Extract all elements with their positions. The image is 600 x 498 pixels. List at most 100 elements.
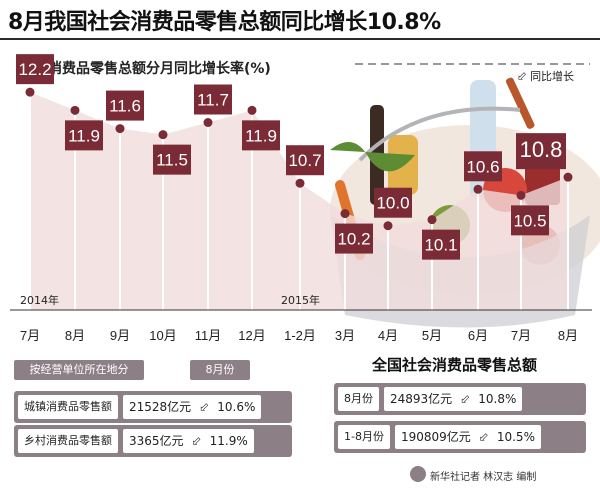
value-label-text: 10.0 (376, 194, 409, 213)
arrow-icon: ⬃ (199, 400, 210, 414)
value-labels: 12.2 11.9 11.6 11.5 11.7 11.9 10.7 10.2 10.0 10.1… (16, 54, 566, 260)
value-label-text: 10.8 (520, 137, 563, 162)
x-tick-label: 12月 (238, 328, 265, 343)
x-tick-label: 5月 (422, 328, 442, 343)
data-point (203, 118, 213, 127)
value-label-text: 10.6 (466, 157, 499, 176)
value-label: 11.9 (242, 120, 280, 151)
chart-legend: ⬃ 同比增长 (517, 68, 574, 84)
total-retail-title: 全国社会消费品零售总额 (372, 356, 538, 374)
year-label-2015: 2015年 (281, 294, 320, 307)
amount: 21528亿元 (129, 400, 192, 414)
value-label-text: 10.7 (288, 151, 321, 170)
data-point (383, 221, 393, 231)
value-label-box (106, 90, 144, 121)
data-point (473, 184, 483, 194)
value-label-text: 10.2 (337, 230, 370, 249)
value-label: 11.6 (106, 90, 144, 121)
left-panel-header: 按经营单位所在地分 (14, 360, 144, 380)
august-total-row: 8月份 24893亿元 ⬃ 10.8% (334, 383, 586, 415)
value-label: 11.5 (153, 144, 191, 175)
data-point (115, 124, 125, 134)
x-tick-label: 8月 (558, 328, 578, 343)
x-tick-label: 3月 (335, 328, 355, 343)
value-label: 10.8 (516, 133, 566, 170)
data-point (340, 209, 350, 219)
value-label-box (511, 205, 549, 236)
arrow-icon: ⬃ (191, 434, 202, 448)
row-label: 城镇消费品零售额 (18, 395, 118, 419)
drop-lines (29, 92, 569, 310)
data-point (70, 105, 80, 115)
year-label-2014: 2014年 (20, 294, 59, 307)
data-point (563, 172, 573, 182)
value-label: 11.9 (65, 120, 103, 151)
value-label: 12.2 (16, 54, 54, 85)
value-label-text: 11.9 (245, 126, 277, 145)
data-point (427, 215, 437, 225)
value-label-text: 10.5 (513, 211, 546, 230)
value-label-text: 11.5 (156, 151, 188, 170)
value-label-box (335, 223, 373, 254)
value-label-text: 11.9 (68, 126, 100, 145)
growth: 10.6% (217, 400, 256, 414)
amount: 190809亿元 (400, 430, 471, 444)
data-point (516, 190, 526, 200)
value-label-box (153, 144, 191, 175)
data-point (25, 87, 35, 97)
value-label: 10.0 (374, 187, 412, 218)
xinhua-logo (410, 466, 426, 482)
value-label-text: 11.6 (109, 97, 141, 116)
value-label-box (374, 187, 412, 218)
value-label-box (65, 120, 103, 151)
data-point (295, 178, 305, 188)
urban-retail-row: 城镇消费品零售额 21528亿元 ⬃ 10.6% (14, 391, 292, 423)
value-label-box (286, 145, 324, 176)
arrow-icon: ⬃ (478, 430, 489, 444)
jan-aug-total-row: 1-8月份 190809亿元 ⬃ 10.5% (334, 421, 586, 453)
value-label: 10.5 (511, 205, 549, 236)
row-label: 1-8月份 (338, 425, 390, 449)
value-label: 10.7 (286, 145, 324, 176)
row-label: 8月份 (338, 387, 379, 411)
value-label: 10.6 (464, 151, 502, 182)
value-label-box (516, 133, 566, 170)
rural-retail-row: 乡村消费品零售额 3365亿元 ⬃ 11.9% (14, 425, 292, 457)
row-value: 190809亿元 ⬃ 10.5% (394, 425, 541, 449)
left-panel-month: 8月份 (190, 360, 250, 380)
arrow-icon: ⬃ (517, 69, 528, 83)
x-tick-label: 1-2月 (284, 328, 316, 343)
growth: 11.9% (209, 434, 248, 448)
x-axis-labels: 7月 8月 9月 10月 11月 12月 1-2月 3月 4月 5月 6月 7月 8月 (20, 328, 578, 343)
x-tick-label: 4月 (378, 328, 398, 343)
x-tick-label: 10月 (149, 328, 176, 343)
data-point (247, 105, 257, 115)
page-title: 8月我国社会消费品零售总额同比增长10.8% (8, 10, 441, 35)
data-point (158, 130, 168, 140)
value-label-box (422, 229, 460, 260)
data-points (25, 87, 573, 231)
row-value: 24893亿元 ⬃ 10.8% (384, 387, 523, 411)
value-label-text: 11.7 (197, 91, 229, 110)
x-tick-label: 9月 (110, 328, 130, 343)
amount: 24893亿元 (390, 392, 453, 406)
legend-label: 同比增长 (530, 70, 575, 83)
row-value: 21528亿元 ⬃ 10.6% (123, 395, 262, 419)
x-tick-label: 8月 (65, 328, 85, 343)
chart-subtitle: 社会消费品零售总额分月同比增长率(%) (20, 61, 271, 77)
value-label-box (194, 84, 232, 115)
x-tick-label: 7月 (511, 328, 531, 343)
x-tick-label: 6月 (468, 328, 488, 343)
title-divider (0, 38, 600, 40)
arrow-icon: ⬃ (460, 392, 471, 406)
value-label: 11.7 (194, 84, 232, 115)
row-value: 3365亿元 ⬃ 11.9% (123, 429, 254, 453)
x-tick-label: 7月 (20, 328, 40, 343)
amount: 3365亿元 (129, 434, 184, 448)
row-label: 乡村消费品零售额 (18, 429, 118, 453)
value-label-box (242, 120, 280, 151)
credit-line: 新华社记者 林汉志 编制 (430, 472, 537, 483)
value-label: 10.2 (335, 223, 373, 254)
growth: 10.5% (496, 430, 535, 444)
value-label-box (16, 54, 54, 85)
